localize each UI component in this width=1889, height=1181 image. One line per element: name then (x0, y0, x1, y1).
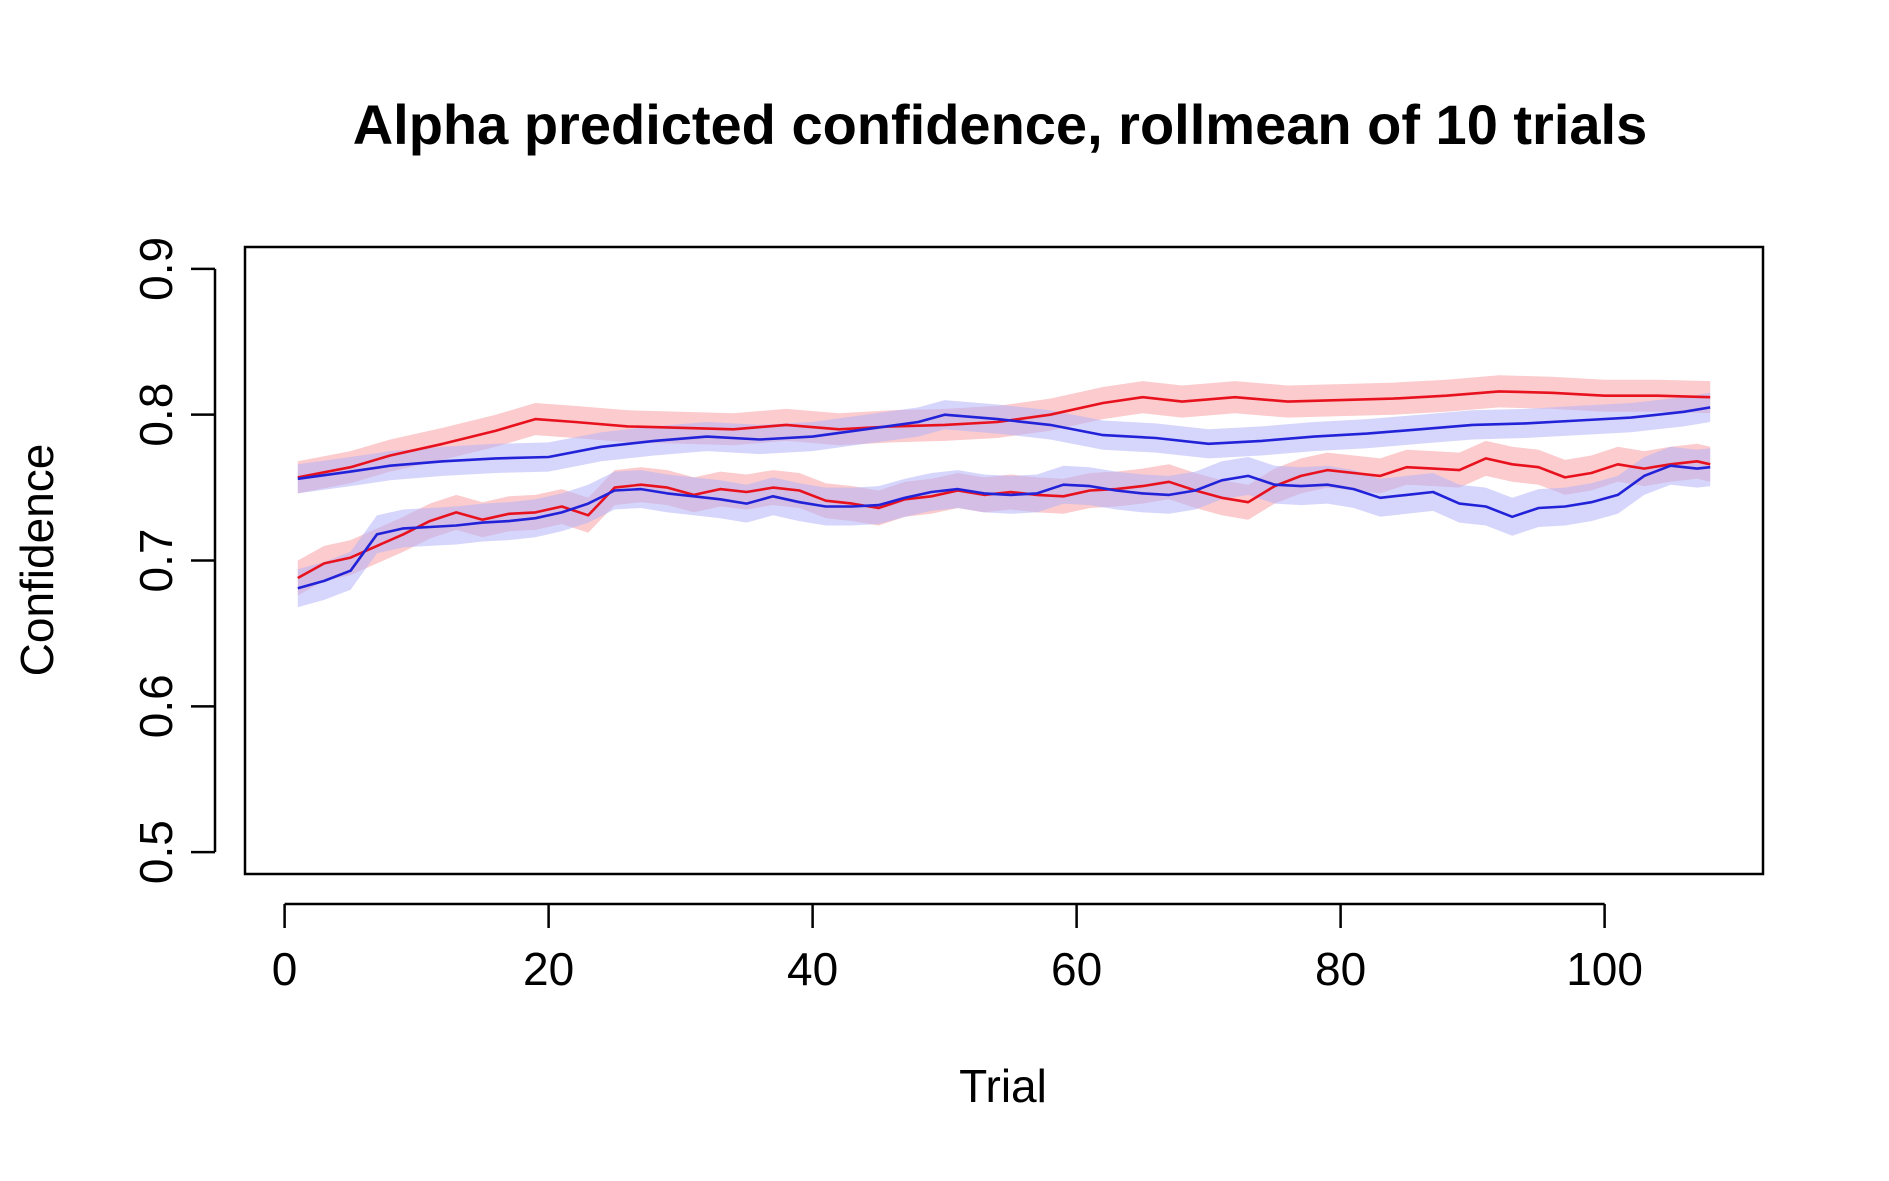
series-2-band (297, 392, 1711, 494)
y-tick-label: 0.9 (130, 237, 182, 301)
y-tick-label: 0.7 (130, 529, 182, 593)
y-tick-label: 0.8 (130, 383, 182, 447)
x-tick-label: 0 (272, 943, 298, 995)
chart-title: Alpha predicted confidence, rollmean of … (353, 93, 1648, 156)
series-1-band (297, 375, 1711, 494)
series-2-line (297, 406, 1711, 481)
y-axis: 0.5 0.6 0.7 0.8 0.9 (130, 237, 217, 884)
series-3-line (297, 457, 1711, 580)
x-tick-label: 40 (787, 943, 838, 995)
series-1-line (297, 390, 1711, 479)
x-tick-label: 20 (523, 943, 574, 995)
x-axis: 0 20 40 60 80 100 (272, 902, 1643, 995)
x-axis-label: Trial (959, 1060, 1047, 1112)
series-lines (297, 390, 1711, 590)
y-tick-label: 0.5 (130, 820, 182, 884)
plot-frame (243, 245, 1765, 876)
x-tick-label: 100 (1566, 943, 1643, 995)
x-tick-label: 60 (1051, 943, 1102, 995)
series-4-line (297, 464, 1711, 590)
x-tick-label: 80 (1315, 943, 1366, 995)
y-tick-label: 0.6 (130, 674, 182, 738)
y-axis-label: Confidence (11, 444, 63, 677)
